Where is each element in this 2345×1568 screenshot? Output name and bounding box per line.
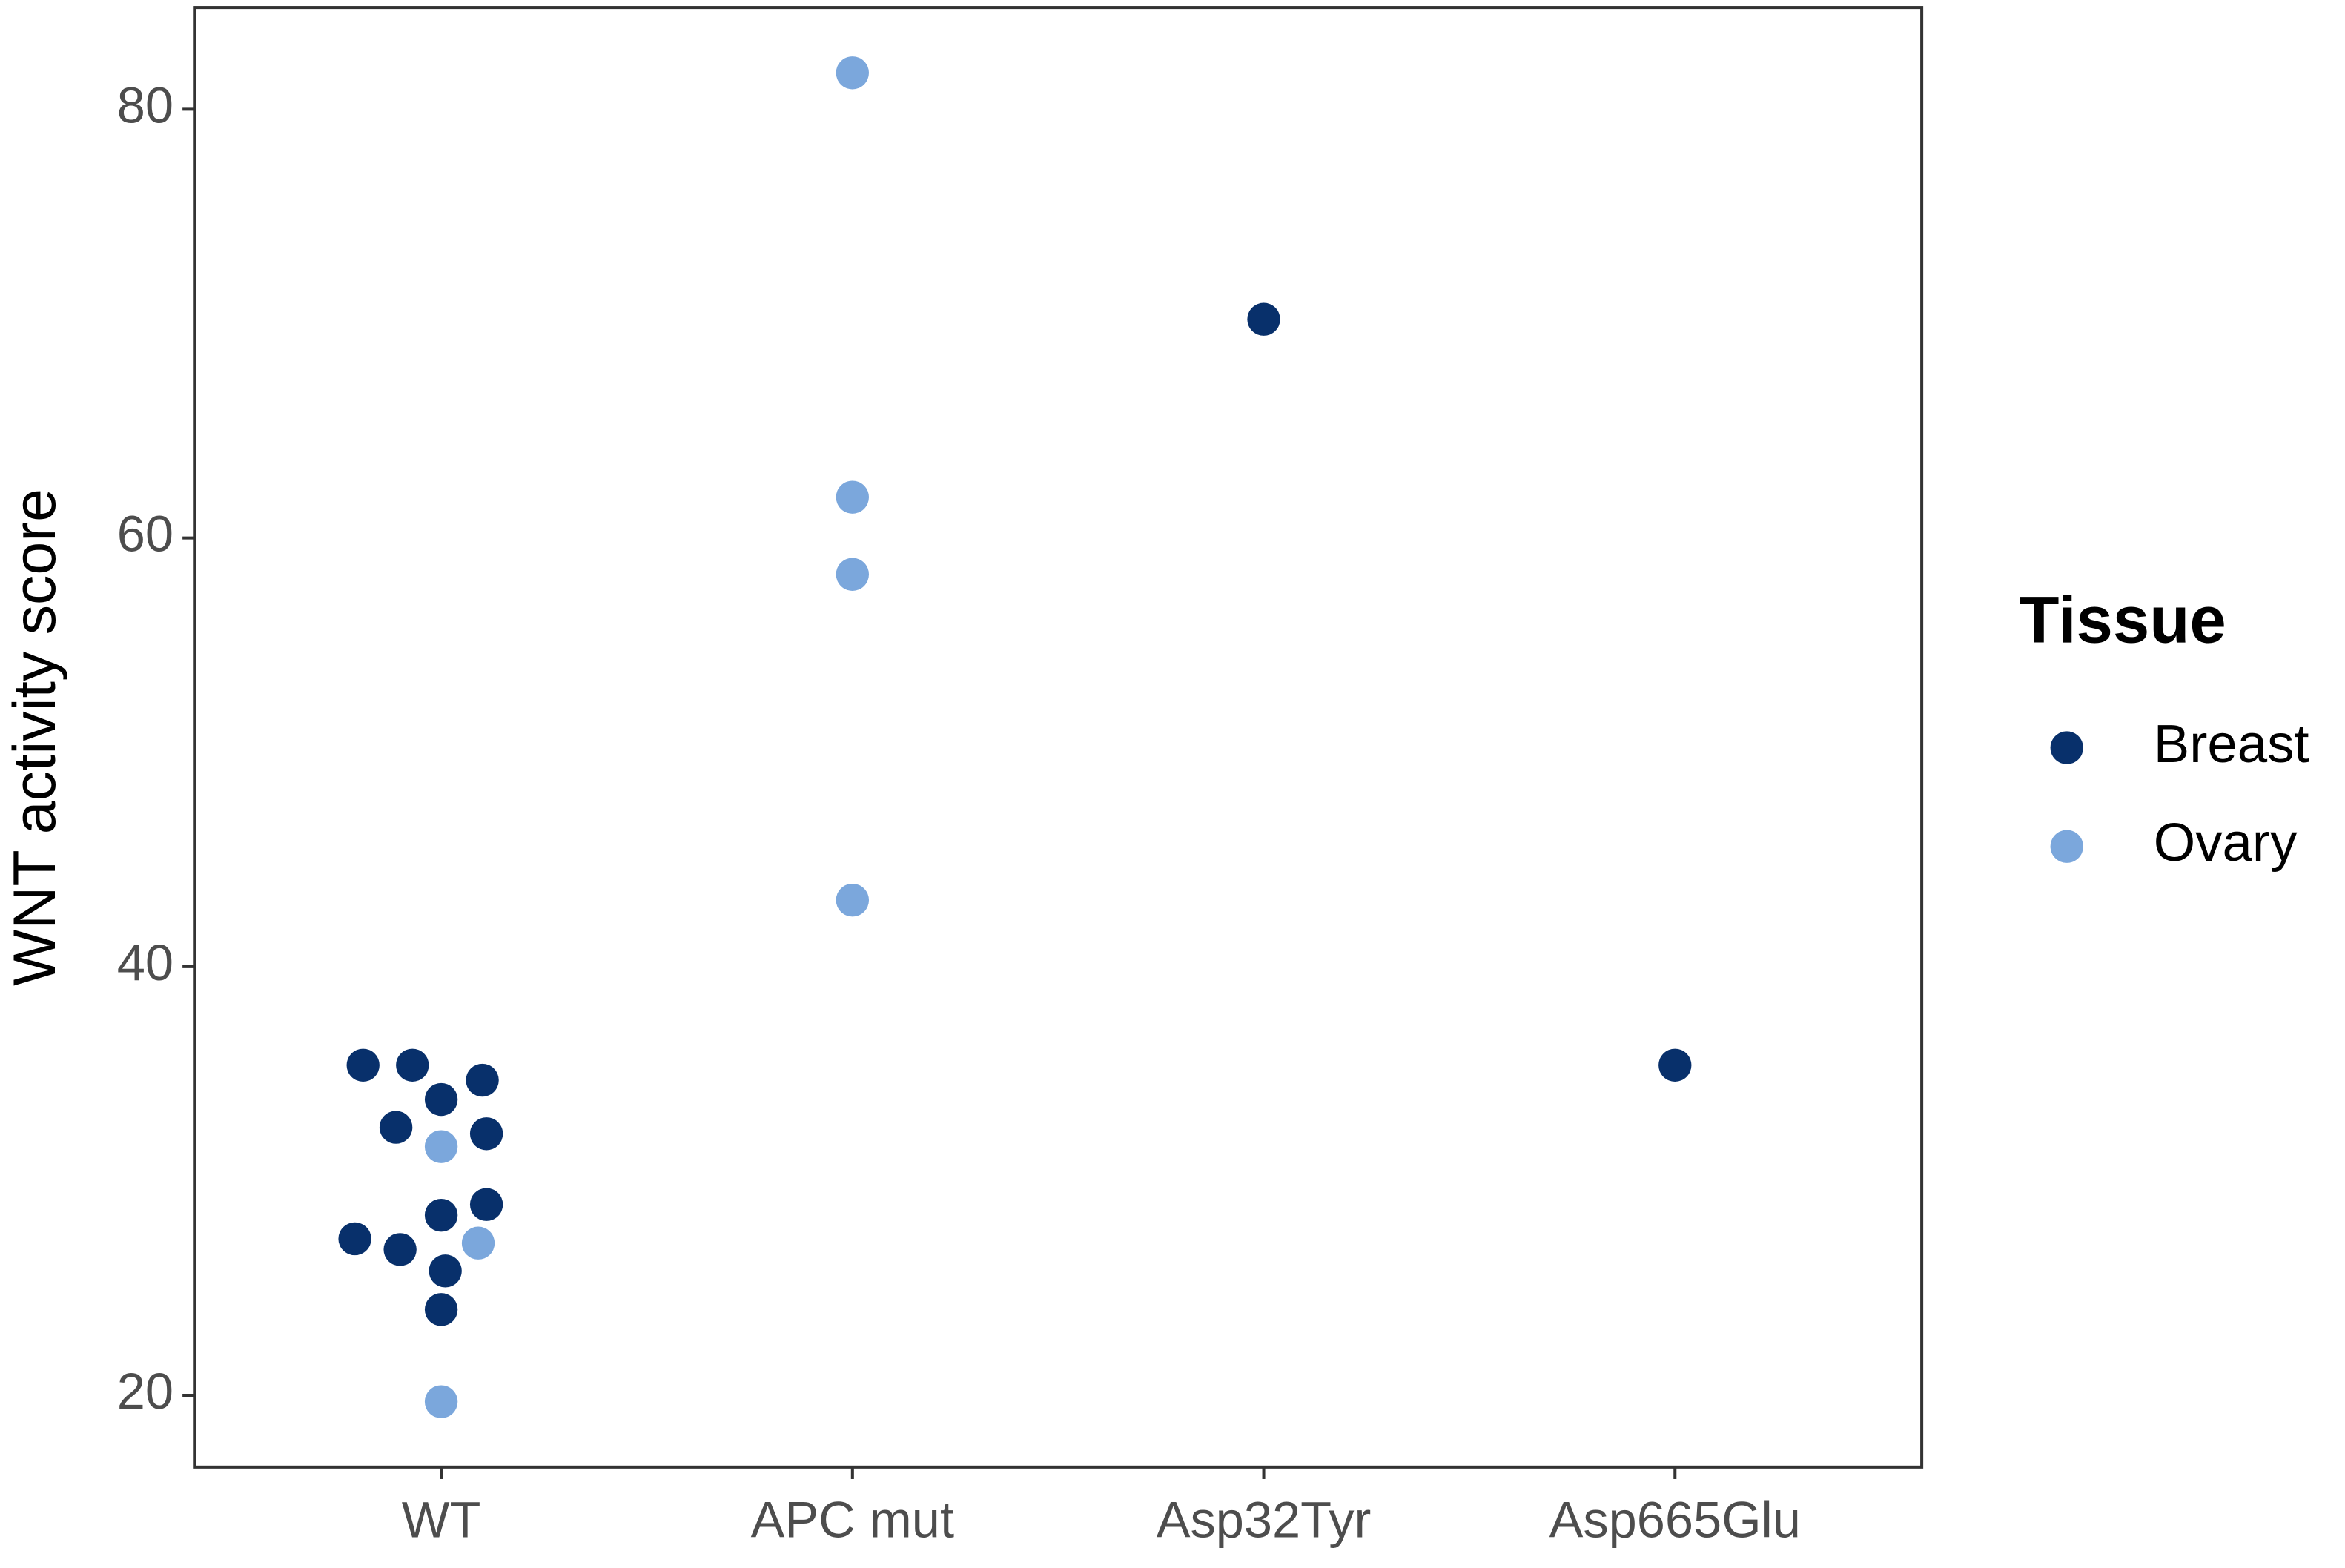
y-tick-label: 20 (117, 1363, 173, 1420)
point (1247, 302, 1280, 336)
point (396, 1048, 429, 1082)
legend-label: Breast (2154, 714, 2309, 774)
point (836, 56, 870, 90)
point (379, 1111, 413, 1144)
point (424, 1082, 458, 1117)
point (836, 558, 870, 591)
x-tick-label: WT (402, 1492, 481, 1549)
point (469, 1188, 503, 1221)
point (469, 1117, 503, 1151)
y-tick-label: 80 (117, 77, 173, 134)
legend-key (2050, 731, 2083, 764)
legend-label: Ovary (2154, 813, 2298, 873)
y-tick-label: 60 (117, 506, 173, 563)
point (836, 883, 870, 917)
point (424, 1198, 458, 1232)
point (346, 1048, 380, 1082)
point (424, 1130, 458, 1163)
point (338, 1222, 371, 1256)
y-tick-label: 40 (117, 934, 173, 991)
point (1658, 1048, 1692, 1082)
legend-key (2050, 830, 2083, 863)
point (461, 1226, 495, 1260)
y-axis-title: WNT activity score (1, 489, 68, 986)
x-tick-label: APC mut (751, 1492, 954, 1549)
point (383, 1233, 417, 1266)
point (429, 1254, 462, 1288)
x-tick-label: Asp665Glu (1549, 1492, 1801, 1549)
point (424, 1385, 458, 1418)
plot-panel (193, 6, 1924, 1469)
point (466, 1063, 499, 1097)
x-tick-label: Asp32Tyr (1157, 1492, 1372, 1549)
legend-title: Tissue (2019, 583, 2226, 657)
point (836, 480, 870, 514)
point (424, 1293, 458, 1326)
